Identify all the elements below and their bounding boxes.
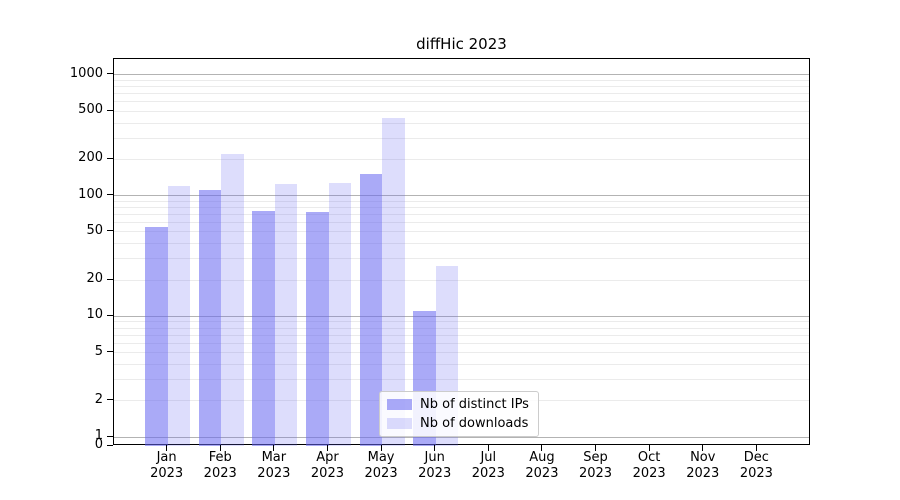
y-tick-label: 500 [78,102,103,118]
y-tick-mark [107,230,113,231]
y-tick-label: 1 [94,428,103,443]
plot-area [113,58,810,446]
y-tick-mark [107,315,113,316]
minor-gridline [114,207,809,208]
x-tick-mark [434,445,435,451]
x-tick-label: May 2023 [364,450,398,481]
minor-gridline [114,159,809,160]
y-tick-mark [107,194,113,195]
bar-distinct-ips [145,227,168,446]
legend-item-distinct-ips: Nb of distinct IPs [387,397,529,412]
major-gridline [114,74,809,75]
minor-gridline [114,328,809,329]
bar-distinct-ips [359,173,383,446]
minor-gridline [114,258,809,259]
x-tick-label: Sep 2023 [578,450,613,481]
x-tick-mark [488,445,489,451]
minor-gridline [114,379,809,380]
minor-gridline [114,201,809,202]
x-tick-mark [649,445,650,451]
x-tick-mark [273,445,274,451]
bar-downloads [382,117,405,446]
y-tick-label: 0 [94,437,103,452]
y-tick-mark [107,110,113,111]
x-tick-mark [541,445,542,451]
x-tick-label: Dec 2023 [739,450,773,481]
minor-gridline [114,214,809,215]
minor-gridline [114,243,809,244]
minor-gridline [114,101,809,102]
minor-gridline [114,111,809,112]
y-tick-mark [107,436,113,437]
y-tick-label: 10 [86,307,103,323]
x-tick-label: Aug 2023 [525,450,559,481]
legend: Nb of distinct IPs Nb of downloads [379,391,539,437]
y-tick-mark [107,399,113,400]
bar-downloads [274,184,298,446]
x-tick-mark [166,445,167,451]
x-tick-mark [702,445,703,451]
x-tick-label: Apr 2023 [310,450,344,481]
x-tick-mark [595,445,596,451]
y-tick-label: 1000 [69,65,103,81]
minor-gridline [114,93,809,94]
x-tick-label: Oct 2023 [632,450,666,481]
y-tick-mark [107,445,113,446]
y-tick-mark [107,351,113,352]
x-tick-mark [220,445,221,451]
x-tick-label: Mar 2023 [257,450,291,481]
legend-item-downloads: Nb of downloads [387,416,529,431]
y-tick-label: 20 [86,271,103,286]
legend-label-distinct-ips: Nb of distinct IPs [420,397,529,412]
y-tick-mark [107,158,113,159]
legend-swatch-distinct-ips [387,399,412,410]
minor-gridline [114,222,809,223]
y-tick-mark [107,73,113,74]
y-tick-label: 5 [94,343,103,359]
bar-distinct-ips [306,212,329,446]
minor-gridline [114,364,809,365]
y-tick-label: 200 [78,150,103,166]
major-gridline [114,437,809,438]
x-tick-label: Jun 2023 [418,450,452,481]
bar-downloads [221,154,244,446]
minor-gridline [114,86,809,87]
minor-gridline [114,80,809,81]
y-tick-mark [107,279,113,280]
minor-gridline [114,352,809,353]
minor-gridline [114,321,809,322]
legend-label-downloads: Nb of downloads [420,416,529,431]
chart-title: diffHic 2023 [416,35,507,53]
minor-gridline [114,335,809,336]
minor-gridline [114,123,809,124]
y-tick-label: 50 [86,222,103,238]
x-tick-label: Jan 2023 [150,450,184,481]
x-tick-mark [327,445,328,451]
x-tick-label: Feb 2023 [203,450,237,481]
y-tick-label: 2 [94,391,103,407]
x-tick-label: Jul 2023 [471,450,505,481]
legend-swatch-downloads [387,418,412,429]
x-tick-mark [756,445,757,451]
y-tick-label: 100 [78,186,103,202]
minor-gridline [114,231,809,232]
bar-distinct-ips [198,190,222,446]
minor-gridline [114,343,809,344]
minor-gridline [114,280,809,281]
x-tick-label: Nov 2023 [686,450,720,481]
bar-distinct-ips [252,210,275,446]
bar-downloads [328,182,351,446]
major-gridline [114,195,809,196]
major-gridline [114,316,809,317]
minor-gridline [114,138,809,139]
x-tick-mark [381,445,382,451]
bar-downloads [167,185,191,446]
